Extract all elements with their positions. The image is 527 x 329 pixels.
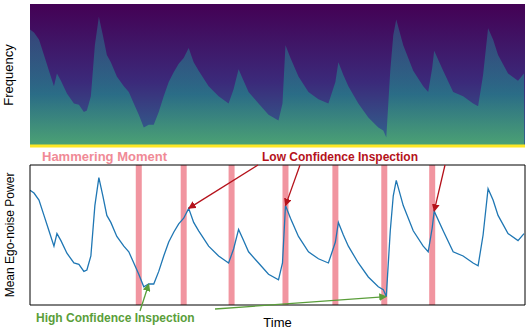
svg-text:Hammering Moment: Hammering Moment (42, 149, 168, 164)
svg-text:Time: Time (263, 315, 291, 329)
svg-text:Low Confidence Inspection: Low Confidence Inspection (262, 150, 418, 164)
svg-text:Frequency: Frequency (1, 44, 16, 106)
svg-text:Mean Ego-noise Power: Mean Ego-noise Power (3, 173, 17, 298)
svg-text:High Confidence Inspection: High Confidence Inspection (36, 311, 195, 325)
